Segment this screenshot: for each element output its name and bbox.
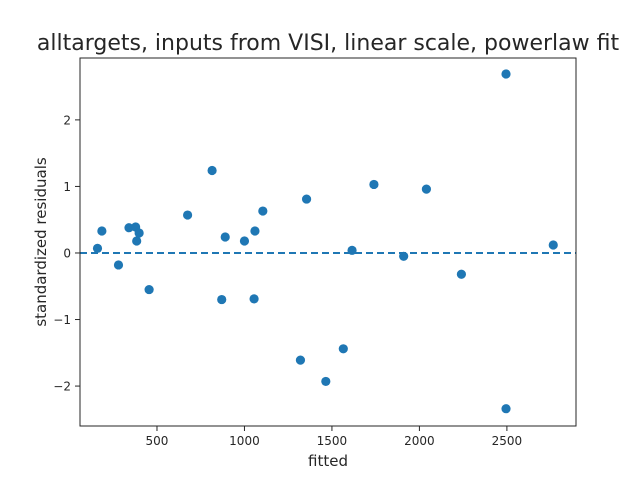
- data-point: [399, 251, 409, 261]
- y-tick-label: −1: [53, 313, 71, 327]
- data-point: [113, 260, 124, 270]
- data-point: [258, 206, 268, 216]
- data-point: [144, 284, 154, 295]
- data-point: [92, 243, 103, 253]
- y-tick-label: −2: [53, 380, 71, 394]
- y-axis-label: standardized residuals: [32, 157, 50, 327]
- data-point: [250, 226, 260, 236]
- data-point: [421, 184, 432, 194]
- data-point: [295, 355, 306, 365]
- data-point: [338, 344, 348, 354]
- data-point: [134, 228, 144, 238]
- data-point: [249, 294, 259, 304]
- data-point: [301, 194, 312, 204]
- chart-title: alltargets, inputs from VISI, linear sca…: [37, 31, 620, 56]
- data-point: [97, 226, 107, 236]
- plot-area-frame: [79, 57, 577, 427]
- x-tick-label: 1500: [317, 434, 348, 448]
- y-tick-label: 2: [63, 113, 71, 127]
- y-tick-label: 1: [63, 180, 71, 194]
- data-point: [124, 223, 134, 233]
- data-point: [456, 269, 467, 279]
- data-point: [239, 236, 250, 246]
- x-tick-label: 2500: [492, 434, 523, 448]
- data-point: [132, 236, 142, 246]
- data-point: [501, 69, 511, 79]
- x-axis-label: fitted: [308, 452, 348, 470]
- data-point: [220, 232, 230, 242]
- x-tick-label: 2000: [404, 434, 435, 448]
- data-point: [217, 294, 227, 305]
- data-point: [321, 376, 331, 387]
- data-point: [182, 210, 193, 220]
- data-point: [548, 240, 558, 250]
- x-tick-label: 500: [146, 434, 169, 448]
- x-tick-label: 1000: [229, 434, 260, 448]
- data-point: [207, 165, 217, 176]
- y-tick-label: 0: [63, 246, 71, 260]
- data-point: [369, 179, 379, 190]
- data-point: [501, 404, 511, 414]
- data-point: [347, 245, 357, 255]
